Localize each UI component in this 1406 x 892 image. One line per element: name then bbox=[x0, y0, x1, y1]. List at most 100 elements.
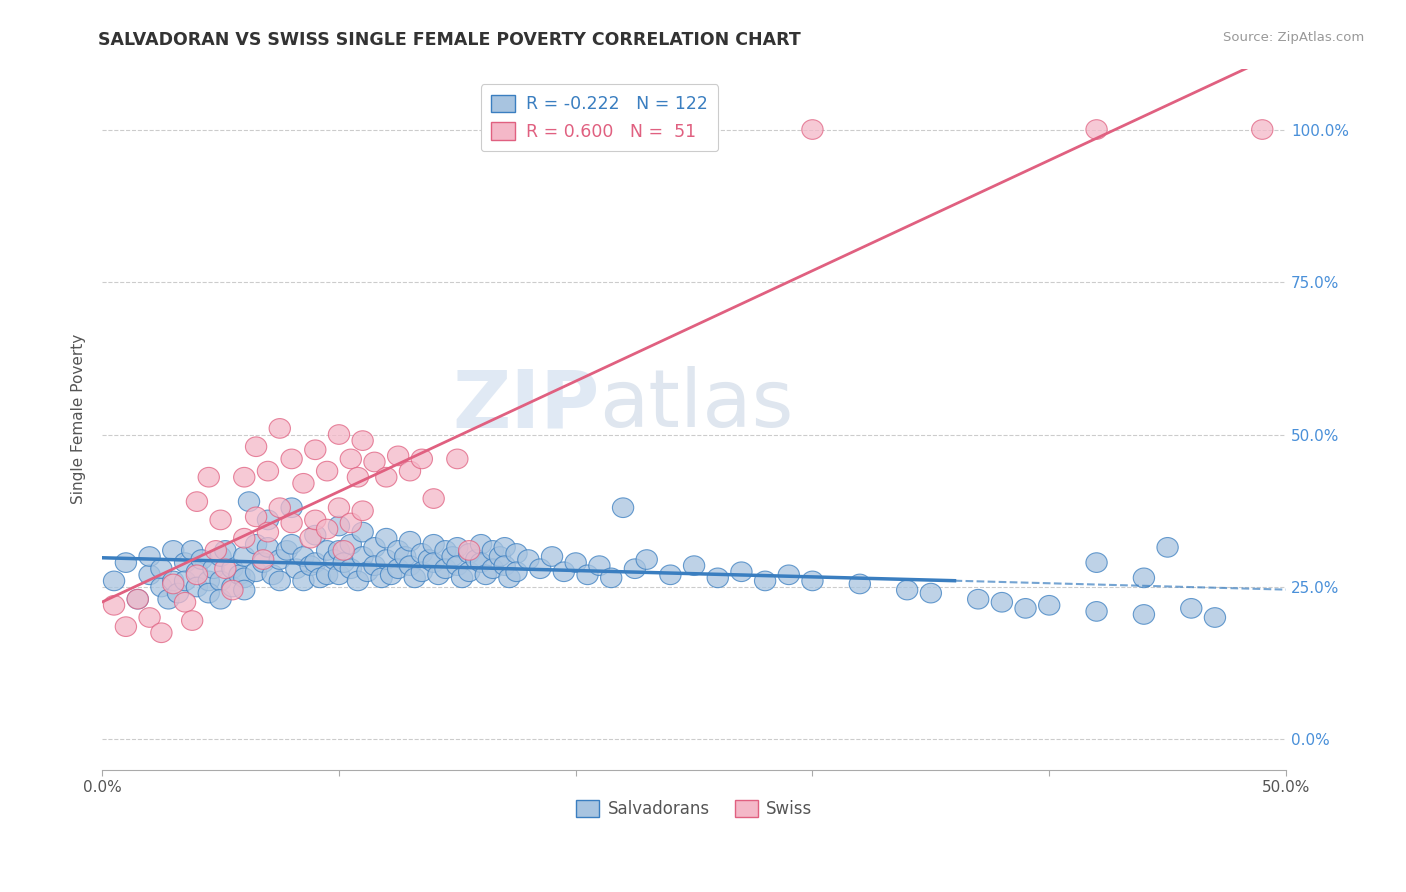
Ellipse shape bbox=[305, 510, 326, 530]
Ellipse shape bbox=[202, 559, 224, 579]
Ellipse shape bbox=[115, 553, 136, 573]
Ellipse shape bbox=[215, 541, 236, 560]
Ellipse shape bbox=[801, 571, 823, 591]
Ellipse shape bbox=[465, 549, 486, 569]
Ellipse shape bbox=[458, 543, 479, 563]
Ellipse shape bbox=[447, 449, 468, 468]
Ellipse shape bbox=[163, 541, 184, 560]
Ellipse shape bbox=[229, 565, 250, 584]
Ellipse shape bbox=[246, 534, 267, 554]
Ellipse shape bbox=[222, 580, 243, 600]
Ellipse shape bbox=[967, 590, 988, 609]
Ellipse shape bbox=[316, 541, 337, 560]
Ellipse shape bbox=[565, 553, 586, 573]
Ellipse shape bbox=[299, 556, 321, 575]
Ellipse shape bbox=[381, 565, 402, 584]
Ellipse shape bbox=[163, 574, 184, 594]
Ellipse shape bbox=[205, 541, 226, 560]
Ellipse shape bbox=[309, 568, 330, 588]
Ellipse shape bbox=[451, 568, 472, 588]
Ellipse shape bbox=[778, 565, 800, 584]
Ellipse shape bbox=[191, 549, 212, 569]
Ellipse shape bbox=[305, 553, 326, 573]
Ellipse shape bbox=[447, 556, 468, 575]
Ellipse shape bbox=[181, 541, 202, 560]
Ellipse shape bbox=[269, 418, 291, 438]
Ellipse shape bbox=[253, 553, 274, 573]
Ellipse shape bbox=[1133, 605, 1154, 624]
Ellipse shape bbox=[316, 565, 337, 584]
Ellipse shape bbox=[441, 547, 463, 566]
Ellipse shape bbox=[352, 431, 373, 450]
Ellipse shape bbox=[1133, 568, 1154, 588]
Text: atlas: atlas bbox=[599, 367, 794, 444]
Ellipse shape bbox=[222, 577, 243, 597]
Ellipse shape bbox=[257, 461, 278, 481]
Ellipse shape bbox=[388, 541, 409, 560]
Text: SALVADORAN VS SWISS SINGLE FEMALE POVERTY CORRELATION CHART: SALVADORAN VS SWISS SINGLE FEMALE POVERT… bbox=[98, 31, 801, 49]
Ellipse shape bbox=[233, 528, 254, 548]
Ellipse shape bbox=[246, 507, 267, 526]
Ellipse shape bbox=[494, 538, 516, 558]
Ellipse shape bbox=[209, 510, 231, 530]
Ellipse shape bbox=[399, 461, 420, 481]
Ellipse shape bbox=[215, 559, 236, 579]
Ellipse shape bbox=[292, 474, 314, 493]
Ellipse shape bbox=[139, 547, 160, 566]
Ellipse shape bbox=[209, 590, 231, 609]
Ellipse shape bbox=[329, 425, 350, 444]
Text: Source: ZipAtlas.com: Source: ZipAtlas.com bbox=[1223, 31, 1364, 45]
Ellipse shape bbox=[246, 437, 267, 457]
Ellipse shape bbox=[411, 449, 433, 468]
Ellipse shape bbox=[186, 491, 208, 511]
Ellipse shape bbox=[423, 534, 444, 554]
Ellipse shape bbox=[589, 556, 610, 575]
Ellipse shape bbox=[517, 549, 538, 569]
Ellipse shape bbox=[269, 549, 291, 569]
Ellipse shape bbox=[329, 541, 350, 560]
Ellipse shape bbox=[347, 571, 368, 591]
Ellipse shape bbox=[329, 498, 350, 517]
Ellipse shape bbox=[731, 562, 752, 582]
Ellipse shape bbox=[150, 623, 172, 642]
Ellipse shape bbox=[257, 523, 278, 542]
Ellipse shape bbox=[707, 568, 728, 588]
Ellipse shape bbox=[849, 574, 870, 594]
Ellipse shape bbox=[186, 577, 208, 597]
Ellipse shape bbox=[281, 534, 302, 554]
Ellipse shape bbox=[506, 543, 527, 563]
Ellipse shape bbox=[262, 565, 284, 584]
Ellipse shape bbox=[388, 559, 409, 579]
Ellipse shape bbox=[395, 547, 416, 566]
Ellipse shape bbox=[423, 553, 444, 573]
Ellipse shape bbox=[399, 556, 420, 575]
Ellipse shape bbox=[1181, 599, 1202, 618]
Ellipse shape bbox=[427, 565, 449, 584]
Ellipse shape bbox=[104, 596, 125, 615]
Ellipse shape bbox=[755, 571, 776, 591]
Ellipse shape bbox=[333, 541, 354, 560]
Ellipse shape bbox=[333, 553, 354, 573]
Ellipse shape bbox=[364, 452, 385, 472]
Ellipse shape bbox=[340, 449, 361, 468]
Ellipse shape bbox=[167, 583, 188, 603]
Ellipse shape bbox=[364, 556, 385, 575]
Ellipse shape bbox=[494, 556, 516, 575]
Ellipse shape bbox=[127, 590, 149, 609]
Ellipse shape bbox=[411, 562, 433, 582]
Ellipse shape bbox=[506, 562, 527, 582]
Ellipse shape bbox=[198, 467, 219, 487]
Ellipse shape bbox=[186, 562, 208, 582]
Ellipse shape bbox=[174, 553, 195, 573]
Ellipse shape bbox=[482, 541, 503, 560]
Ellipse shape bbox=[1085, 120, 1107, 139]
Ellipse shape bbox=[340, 534, 361, 554]
Ellipse shape bbox=[323, 549, 344, 569]
Ellipse shape bbox=[269, 571, 291, 591]
Ellipse shape bbox=[246, 562, 267, 582]
Ellipse shape bbox=[198, 583, 219, 603]
Ellipse shape bbox=[375, 549, 396, 569]
Ellipse shape bbox=[613, 498, 634, 517]
Ellipse shape bbox=[347, 467, 368, 487]
Ellipse shape bbox=[541, 547, 562, 566]
